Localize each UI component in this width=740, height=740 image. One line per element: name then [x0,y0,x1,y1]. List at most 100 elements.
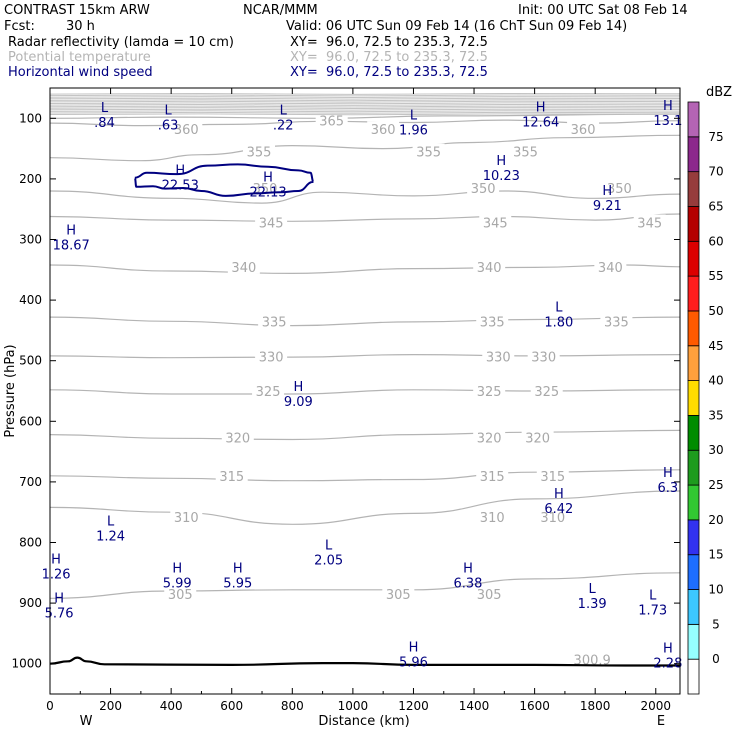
extremum-type: H [175,163,185,178]
extremum-type: H [263,171,273,186]
y-tick-label: 300 [19,233,42,247]
theta-label: 340 [231,261,256,276]
theta-band-line [49,105,681,108]
theta-label: 305 [386,588,411,603]
theta-label: 335 [604,315,629,330]
theta-label-bg [536,509,569,525]
colorbar-box [687,275,700,312]
theta-label: 340 [477,261,502,276]
colorbar-box [687,554,700,590]
theta-label: 315 [540,470,565,485]
theta-line-310 [49,490,681,525]
extremum-value: .22 [273,118,294,133]
theta-line-355 [49,134,681,162]
extremum-type: H [66,223,76,238]
theta-band-line [49,111,681,114]
theta-label-bg [258,313,291,329]
colorbar-label: 60 [708,234,723,248]
terrain-line [49,656,680,667]
theta-label: 340 [598,261,623,276]
theta-label: 320 [525,432,550,447]
theta-label-bg [576,651,609,667]
theta-band-line [49,96,681,99]
theta-band-line [49,92,681,95]
extremum-value: 1.73 [638,603,667,618]
terrain [49,656,680,667]
theta-line-330 [49,353,681,359]
theta-label: 305 [168,588,193,603]
theta-label: 325 [256,385,281,400]
colorbar-label: 70 [708,165,723,179]
theta-label-bg [527,348,560,364]
theta-band-line [49,99,681,102]
theta-label-bg [170,121,203,137]
theta-label-bg [412,143,445,159]
extremum-value: 2.05 [314,554,343,569]
colorbar-label: 30 [708,443,723,457]
colorbar-box [687,623,700,660]
extremum-type: L [280,103,288,118]
theta-line-335 [49,316,681,327]
extremum-value: 18.67 [53,238,90,253]
colorbar-unit: dBZ [706,85,732,100]
theta-label-bg [367,121,400,137]
extremum-type: L [101,101,109,116]
x-end-label-right: E [657,714,665,729]
colorbar-box [687,589,700,625]
wind-extrema-labels: L.84L.63L.22L1.96H12.64H13.1H22.53H22.13… [42,99,683,671]
extremum-type: H [54,591,64,606]
extremum-value: 9.21 [593,199,622,214]
colorbar-box [687,310,700,347]
extremum-value: 6.42 [544,502,573,517]
colorbar-label: 10 [708,583,723,597]
field-reflectivity-xy: XY= 96.0, 72.5 to 235.3, 72.5 [290,35,488,50]
x-end-label-left: W [80,714,93,729]
colorbar-label: 0 [712,652,720,666]
theta-label-bg [476,313,509,329]
theta-label-bg [509,143,542,159]
theta-label-bg [536,467,569,483]
theta-label-bg [382,586,415,602]
theta-label: 330 [486,350,511,365]
theta-label: 330 [259,350,284,365]
x-tick-label: 200 [99,699,122,713]
theta-line-345 [49,213,681,222]
colorbar-box [687,415,700,451]
theta-label-bg [473,586,506,602]
theta-label: 360 [174,123,199,138]
colorbar-box [687,136,700,173]
theta-label-bg [479,214,512,230]
theta-label-bg [473,429,506,445]
extremum-value: 9.09 [284,395,313,410]
theta-label: 355 [513,146,538,161]
extremum-value: 5.96 [399,655,428,670]
theta-label-bg [255,348,288,364]
field-theta-xy: XY= 96.0, 72.5 to 235.3, 72.5 [290,50,488,65]
colorbar-label: 35 [708,408,723,422]
colorbar-box [687,345,700,381]
wind-contours [133,163,315,197]
colorbar-box [687,658,700,695]
theta-label: 335 [262,315,287,330]
y-tick-label: 200 [19,172,42,186]
theta-label-bg [476,467,509,483]
colorbar-label: 20 [708,513,723,527]
theta-label: 315 [219,470,244,485]
extremum-type: H [293,380,303,395]
theta-line-305 [49,572,681,599]
colorbar-label: 15 [708,548,723,562]
colorbar-box [687,171,700,207]
extremum-type: H [496,154,506,169]
y-axis-label: Pressure (hPa) [3,344,18,437]
theta-band-line [49,103,681,106]
theta-band-line [49,100,681,103]
colorbar-box [687,449,700,486]
extremum-type: L [107,514,115,529]
extremum-value: .63 [158,118,179,133]
theta-label: 320 [477,432,502,447]
theta-label: 355 [247,146,272,161]
center-name: NCAR/MMM [243,3,318,18]
theta-label: 310 [480,511,505,526]
theta-label: 345 [637,217,662,232]
